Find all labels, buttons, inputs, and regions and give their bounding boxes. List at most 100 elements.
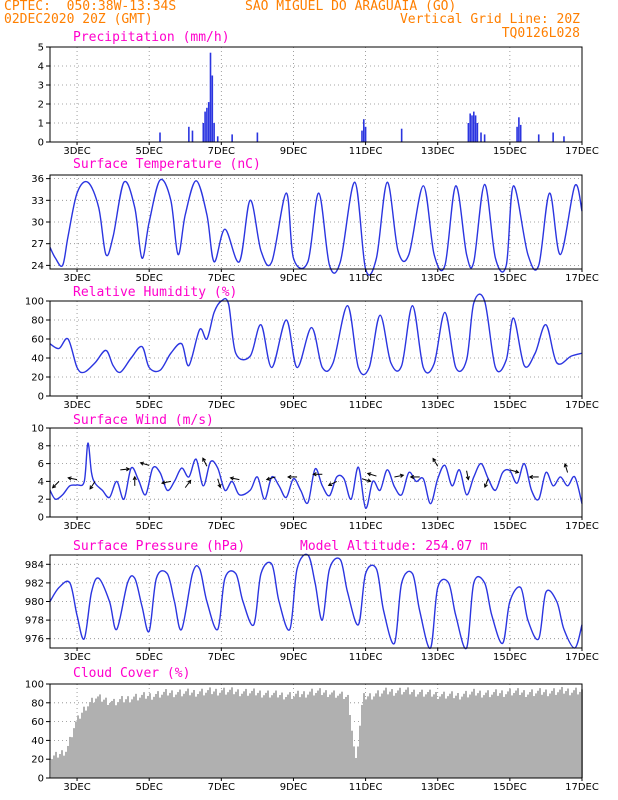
cloud-bar xyxy=(255,695,257,778)
wind-arrow-head xyxy=(483,483,488,489)
cloud-bar xyxy=(567,688,569,778)
cloud-bar xyxy=(179,689,181,778)
cloud-bar xyxy=(523,690,525,778)
cloud-bar xyxy=(305,697,307,778)
cloud-bar xyxy=(247,695,249,778)
cloud-bar xyxy=(369,693,371,778)
y-tick-label: 20 xyxy=(31,373,44,384)
cloud-bar xyxy=(131,699,133,778)
panel-title: Cloud Cover (%) xyxy=(73,666,190,681)
wind-arrow xyxy=(89,481,96,490)
cloud-bar xyxy=(147,695,149,778)
cloud-bar xyxy=(519,695,521,778)
x-tick-label: 11DEC xyxy=(349,146,383,157)
cloud-bar xyxy=(233,694,235,778)
cloud-bar xyxy=(405,689,407,778)
cloud-bar xyxy=(413,689,415,778)
cloud-bar xyxy=(99,694,101,778)
cloud-bar xyxy=(337,695,339,778)
cloud-bar xyxy=(465,690,467,778)
cloud-bar xyxy=(207,690,209,778)
wind-arrow xyxy=(367,472,377,477)
cloud-bar xyxy=(139,697,141,778)
x-tick-label: 3DEC xyxy=(63,146,90,157)
panel-title: Surface Temperature (nC) xyxy=(73,157,261,172)
cloud-bar xyxy=(493,692,495,778)
x-tick-label: 17DEC xyxy=(565,400,599,411)
x-tick-label: 9DEC xyxy=(280,273,307,284)
cloud-bar xyxy=(85,710,87,778)
precip-bar xyxy=(213,123,215,142)
x-tick-label: 7DEC xyxy=(208,652,235,663)
wind-arrow xyxy=(509,469,519,473)
cloud-bar xyxy=(277,697,279,778)
y-tick-label: 10 xyxy=(31,424,44,435)
cloud-bar xyxy=(79,718,81,778)
y-tick-label: 3 xyxy=(38,81,44,92)
cloud-bar xyxy=(457,693,459,778)
header-grid-line-note: Vertical Grid Line: 20Z xyxy=(399,12,580,27)
cloud-bar xyxy=(241,693,243,778)
panel-title: Relative Humidity (%) xyxy=(73,285,237,300)
cloud-bar xyxy=(231,687,233,778)
x-tick-label: 9DEC xyxy=(280,782,307,793)
x-tick-label: 5DEC xyxy=(135,782,162,793)
series-line xyxy=(49,293,583,376)
wind-arrow xyxy=(184,480,192,488)
cloud-bar xyxy=(93,702,95,778)
x-tick-label: 9DEC xyxy=(280,146,307,157)
panel-title: Surface Wind (m/s) xyxy=(73,413,214,428)
wind-arrow-head xyxy=(160,480,166,485)
y-tick-label: 36 xyxy=(31,174,44,185)
y-tick-label: 80 xyxy=(31,698,44,709)
x-tick-label: 17DEC xyxy=(565,146,599,157)
x-tick-label: 15DEC xyxy=(493,521,527,532)
wind-arrow xyxy=(266,476,276,481)
wind-arrow-head xyxy=(125,467,131,472)
precip-bar xyxy=(480,132,482,142)
cloud-bar xyxy=(531,689,533,778)
cloud-bar xyxy=(185,691,187,778)
y-tick-label: 100 xyxy=(25,297,44,308)
cloud-bar xyxy=(95,698,97,778)
precip-bar xyxy=(204,111,206,142)
cloud-bar xyxy=(565,691,567,778)
series-line xyxy=(49,178,583,276)
panel-5: Surface Pressure (hPa) Model Altitude: 25… xyxy=(25,539,599,663)
cloud-bar xyxy=(505,694,507,778)
cloud-bar xyxy=(345,696,347,778)
panel-6: Cloud Cover (%) 0 20 40 60 80 100 3DEC 5DEC 7DEC 9… xyxy=(25,666,599,793)
cloud-bar xyxy=(381,693,383,778)
cloud-bar xyxy=(355,757,357,778)
wind-arrow-head xyxy=(67,476,72,481)
cloud-bar xyxy=(551,690,553,778)
cloud-bar xyxy=(309,691,311,778)
panel-1: Precipitation (mm/h) 0 1 2 3 4 5 3DEC 5DEC 7DEC 9D… xyxy=(38,30,599,157)
cloud-bar xyxy=(535,693,537,778)
cloud-bar xyxy=(411,692,413,778)
cloud-bar xyxy=(223,687,225,778)
cloud-bar xyxy=(451,691,453,778)
cloud-bar xyxy=(383,690,385,778)
cloud-bar xyxy=(539,688,541,778)
cloud-bar xyxy=(211,694,213,778)
cloud-bar xyxy=(575,687,577,778)
x-tick-label: 9DEC xyxy=(280,400,307,411)
cloud-bar xyxy=(529,692,531,778)
cloud-bar xyxy=(171,690,173,778)
panel-2: Surface Temperature (nC) 24 27 30 33 36 3DEC 5D… xyxy=(31,157,599,284)
wind-arrow-head xyxy=(528,474,534,480)
x-tick-label: 5DEC xyxy=(135,146,162,157)
cloud-bar xyxy=(159,697,161,778)
cloud-bar xyxy=(201,688,203,778)
cloud-bar xyxy=(527,694,529,778)
cloud-bar xyxy=(545,689,547,778)
cloud-bar xyxy=(265,692,267,778)
wind-arrow xyxy=(217,478,221,488)
precip-bar xyxy=(188,126,190,142)
cloud-bar xyxy=(191,692,193,778)
x-tick-label: 13DEC xyxy=(421,782,455,793)
cloud-bar xyxy=(427,691,429,778)
x-tick-label: 13DEC xyxy=(421,652,455,663)
y-tick-label: 6 xyxy=(38,459,44,470)
